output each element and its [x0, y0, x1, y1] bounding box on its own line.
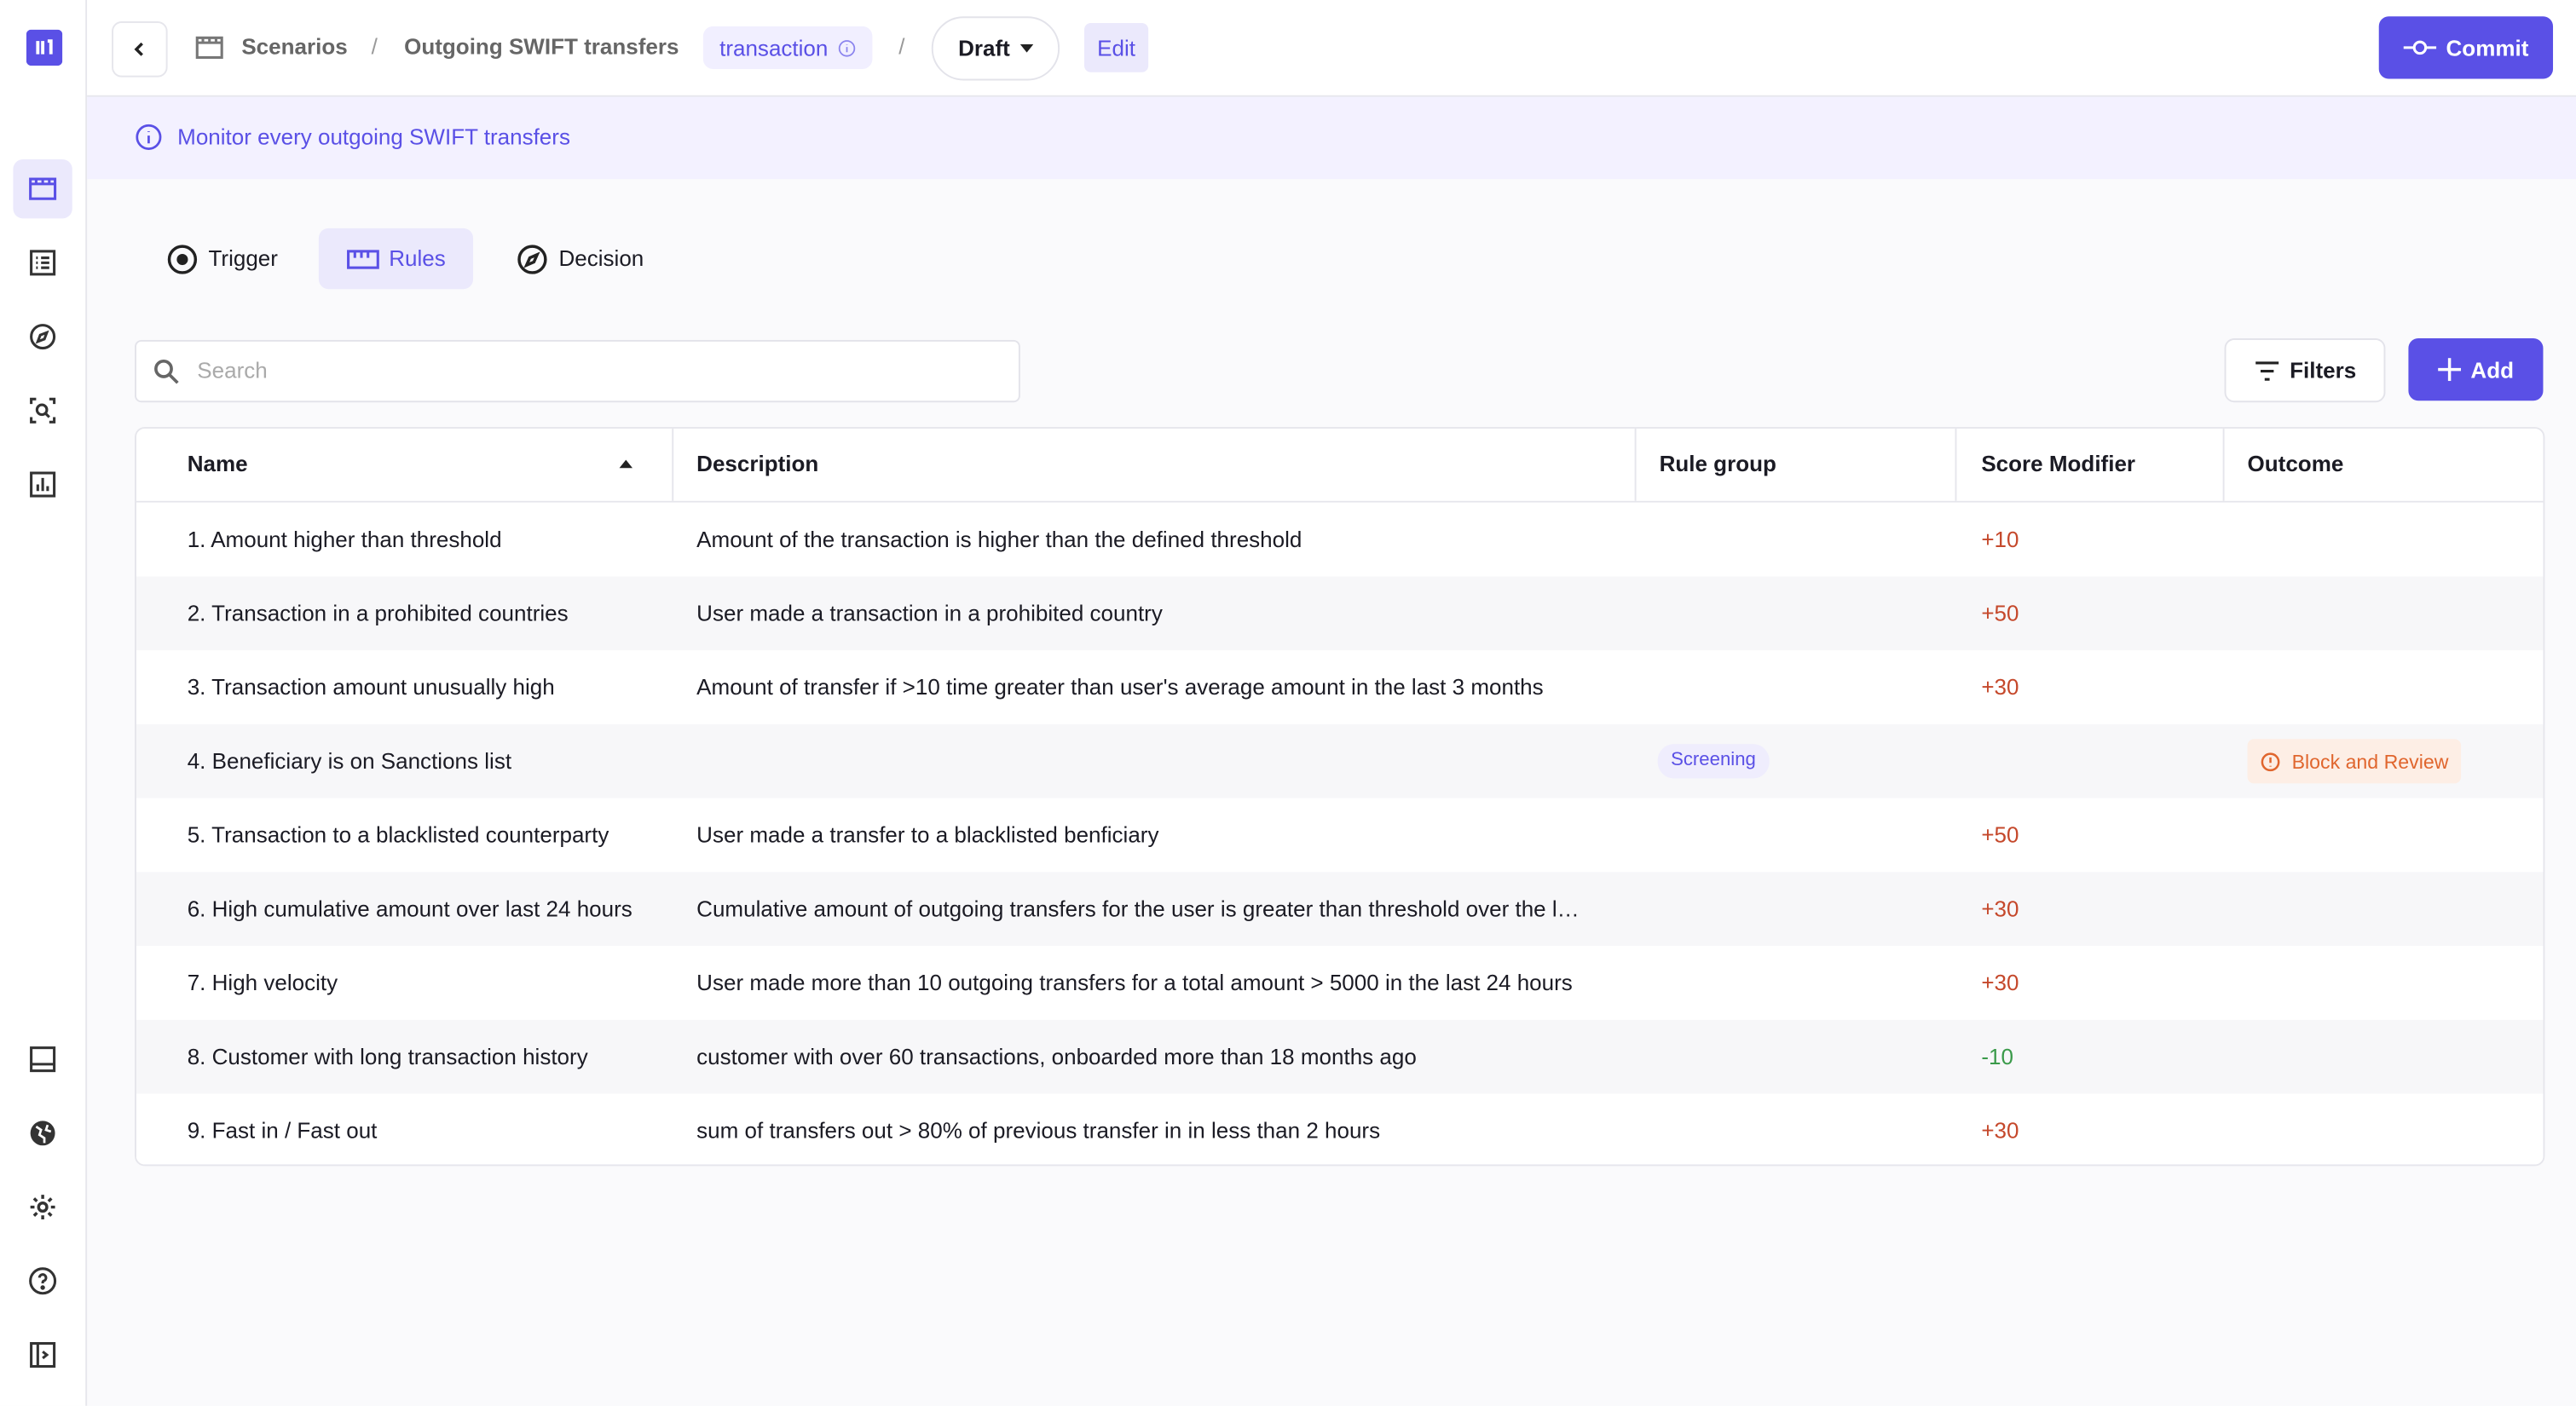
- mode: Edit: [1097, 35, 1136, 61]
- sidebar: [0, 0, 88, 1406]
- rule-name: 1. Amount higher than threshold: [187, 527, 502, 552]
- column-divider: [2222, 429, 2225, 501]
- add-label: Add: [2470, 357, 2515, 383]
- search-placeholder: Search: [197, 358, 268, 383]
- tab-label: Trigger: [208, 246, 278, 272]
- column-divider: [1955, 429, 1957, 501]
- nav-lists[interactable]: [28, 248, 58, 278]
- search-box[interactable]: Search: [135, 339, 1020, 403]
- rules-table: Name Description Rule group Score Modifier O…: [135, 427, 2545, 1167]
- nav-api[interactable]: [28, 1118, 58, 1148]
- rule-description: User made more than 10 outgoing transfer…: [696, 971, 1573, 995]
- rule-name: 9. Fast in / Fast out: [187, 1118, 378, 1144]
- add-button[interactable]: Add: [2408, 338, 2544, 401]
- tab-label: Rules: [389, 246, 446, 272]
- scenario-icon: [195, 36, 223, 59]
- rule-group-tag: Screening: [1657, 744, 1770, 779]
- tab[interactable]: Trigger: [145, 228, 299, 289]
- outcome-tag: Block and Review: [2247, 739, 2462, 784]
- rule-name: 6. High cumulative amount over last 24 h…: [187, 896, 632, 922]
- nav-data[interactable]: [28, 1045, 58, 1075]
- nav-analytics[interactable]: [28, 470, 58, 499]
- nav-collapse[interactable]: [28, 1340, 58, 1370]
- score-modifier: +30: [1981, 896, 2019, 922]
- rule-name: 3. Transaction amount unusually high: [187, 675, 555, 700]
- rule-description: customer with over 60 transactions, onbo…: [696, 1044, 1417, 1069]
- version-select[interactable]: Draft: [931, 16, 1060, 81]
- column-header[interactable]: Score Modifier: [1981, 452, 2136, 476]
- trigger-object: transaction: [719, 35, 829, 61]
- nav-help[interactable]: [28, 1266, 58, 1296]
- score-modifier: +50: [1981, 822, 2019, 848]
- filters-button[interactable]: Filters: [2224, 338, 2386, 403]
- nav-scenarios[interactable]: [28, 174, 58, 204]
- score-modifier: +30: [1981, 1118, 2019, 1144]
- sort-indicator: [619, 459, 633, 469]
- filters-label: Filters: [2290, 358, 2357, 383]
- rule-name: 5. Transaction to a blacklisted counterp…: [187, 822, 609, 848]
- breadcrumb-scenario[interactable]: Outgoing SWIFT transfers: [404, 34, 679, 60]
- top-bar: Scenarios / Outgoing SWIFT transfers tra…: [87, 0, 2576, 97]
- score-modifier: +50: [1981, 601, 2019, 626]
- rule-description: Amount of transfer if >10 time greater t…: [696, 675, 1544, 700]
- column-header[interactable]: Description: [696, 452, 819, 476]
- score-modifier: +10: [1981, 527, 2019, 552]
- rule-name: 7. High velocity: [187, 971, 338, 995]
- rule-description: sum of transfers out > 80% of previous t…: [696, 1118, 1381, 1144]
- table-row[interactable]: [136, 798, 2544, 873]
- separator: /: [898, 34, 905, 60]
- nav-decisions[interactable]: [28, 322, 58, 352]
- rule-name: 8. Customer with long transaction histor…: [187, 1044, 588, 1069]
- rule-name: 4. Beneficiary is on Sanctions list: [187, 748, 512, 774]
- rule-description: Cumulative amount of outgoing transfers …: [696, 896, 1580, 922]
- table-row[interactable]: [136, 723, 2544, 798]
- column-divider: [672, 429, 674, 501]
- score-modifier: +30: [1981, 675, 2019, 700]
- rule-group: Screening: [1671, 750, 1756, 770]
- commit-label: Commit: [2446, 35, 2529, 61]
- outcome: Block and Review: [2291, 749, 2449, 773]
- banner-text: Monitor every outgoing SWIFT transfers: [177, 124, 570, 150]
- version: Draft: [958, 36, 1010, 61]
- edit-badge[interactable]: Edit: [1084, 22, 1149, 72]
- trigger-object-tag[interactable]: transaction: [702, 26, 873, 69]
- column-header[interactable]: Rule group: [1659, 452, 1776, 476]
- separator: /: [371, 34, 378, 60]
- rule-description: Amount of the transaction is higher than…: [696, 527, 1302, 552]
- table-row[interactable]: [136, 502, 2544, 577]
- column-divider: [1634, 429, 1637, 501]
- info-banner: Monitor every outgoing SWIFT transfers: [87, 96, 2576, 180]
- table-row[interactable]: [136, 946, 2544, 1020]
- tab[interactable]: Decision: [496, 228, 664, 289]
- header-row: [136, 429, 2544, 503]
- score-modifier: +30: [1981, 971, 2019, 995]
- nav-cases[interactable]: [28, 395, 58, 425]
- table-row[interactable]: [136, 1093, 2544, 1165]
- tab[interactable]: Rules: [318, 228, 474, 290]
- tab-label: Decision: [558, 246, 644, 272]
- nav-active[interactable]: [13, 158, 72, 219]
- rule-name: 2. Transaction in a prohibited countries: [187, 601, 569, 626]
- back-button[interactable]: [112, 21, 168, 78]
- logo: [26, 29, 63, 66]
- table-row[interactable]: [136, 872, 2544, 947]
- rule-description: User made a transaction in a prohibited …: [696, 601, 1163, 626]
- breadcrumb-section[interactable]: Scenarios: [241, 34, 348, 60]
- commit-button[interactable]: Commit: [2378, 16, 2554, 79]
- score-modifier: -10: [1981, 1044, 2013, 1069]
- table-row[interactable]: [136, 650, 2544, 724]
- nav-settings[interactable]: [28, 1192, 58, 1222]
- table-row[interactable]: [136, 576, 2544, 651]
- column-header[interactable]: Name: [187, 452, 248, 476]
- rule-description: User made a transfer to a blacklisted be…: [696, 822, 1159, 848]
- column-header[interactable]: Outcome: [2247, 452, 2344, 476]
- table-row[interactable]: [136, 1019, 2544, 1094]
